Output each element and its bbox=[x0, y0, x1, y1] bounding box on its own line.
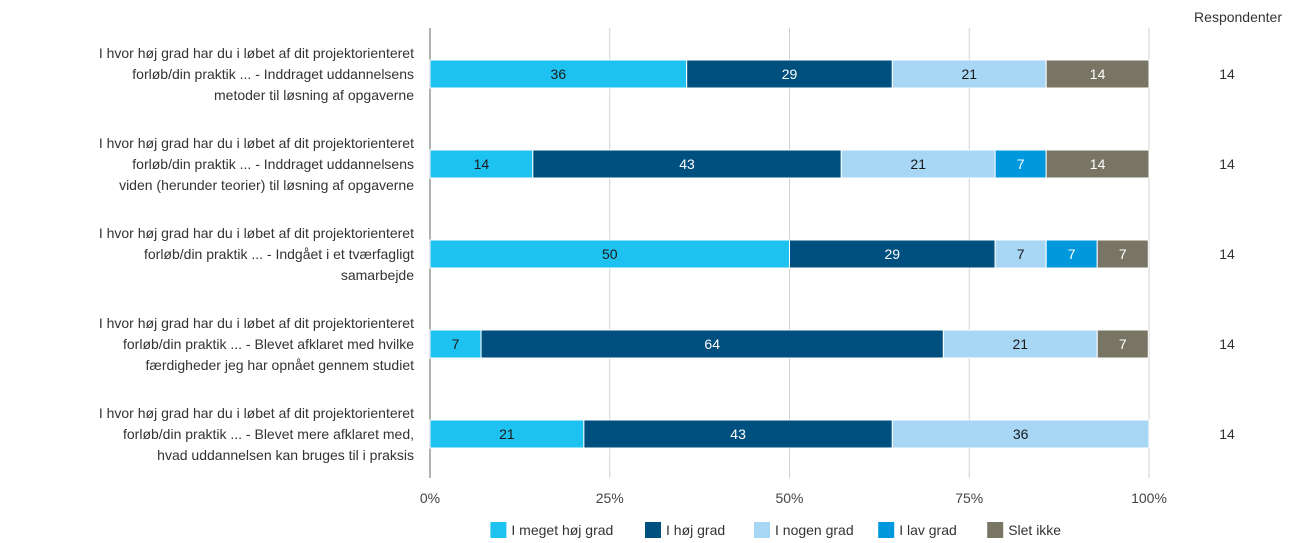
legend-swatch bbox=[490, 522, 507, 538]
respondents-column: Respondenter 14 14 14 14 14 bbox=[1194, 9, 1282, 442]
legend-swatch bbox=[987, 522, 1004, 538]
x-tick-label: 50% bbox=[775, 490, 803, 506]
legend-label: I høj grad bbox=[666, 522, 725, 538]
bar-value-label: 21 bbox=[910, 156, 926, 172]
bar-value-label: 7 bbox=[1119, 246, 1127, 262]
bar-segment bbox=[429, 239, 790, 269]
bar-segment bbox=[840, 149, 996, 179]
legend-label: Slet ikke bbox=[1008, 522, 1061, 538]
bar-value-label: 29 bbox=[885, 246, 901, 262]
bar-value-label: 7 bbox=[452, 336, 460, 352]
legend-item: I lav grad bbox=[878, 522, 957, 538]
bar-segment bbox=[686, 59, 893, 89]
legend-swatch bbox=[645, 522, 661, 538]
bar-value-label: 14 bbox=[474, 156, 490, 172]
respondents-count: 14 bbox=[1219, 426, 1235, 442]
legend-item: Slet ikke bbox=[987, 522, 1061, 538]
bar-value-label: 64 bbox=[704, 336, 720, 352]
respondents-count: 14 bbox=[1219, 156, 1235, 172]
legend-item: I nogen grad bbox=[754, 522, 854, 538]
bar-value-label: 7 bbox=[1017, 156, 1025, 172]
bar-segment bbox=[532, 149, 842, 179]
x-tick-label: 100% bbox=[1131, 490, 1167, 506]
legend-label: I nogen grad bbox=[775, 522, 854, 538]
bar-value-label: 14 bbox=[1090, 66, 1106, 82]
bar-value-label: 14 bbox=[1090, 156, 1106, 172]
bar-segment bbox=[429, 59, 688, 89]
bar-segment bbox=[891, 419, 1150, 449]
category-labels: I hvor høj grad har du i løbet af dit pr… bbox=[99, 45, 414, 463]
category-label: I hvor høj grad har du i løbet af dit pr… bbox=[99, 315, 414, 373]
legend-label: I lav grad bbox=[899, 522, 957, 538]
category-label: I hvor høj grad har du i løbet af dit pr… bbox=[99, 45, 414, 103]
bar-value-label: 43 bbox=[730, 426, 746, 442]
bar-value-label: 7 bbox=[1068, 246, 1076, 262]
legend-label: I meget høj grad bbox=[511, 522, 613, 538]
bar-segment bbox=[789, 239, 996, 269]
bar-value-label: 50 bbox=[602, 246, 618, 262]
category-label: I hvor høj grad har du i løbet af dit pr… bbox=[99, 225, 414, 283]
legend: I meget høj grad I høj grad I nogen grad I … bbox=[490, 522, 1061, 538]
x-tick-label: 25% bbox=[596, 490, 624, 506]
bar-value-label: 29 bbox=[782, 66, 798, 82]
bar-segment bbox=[994, 239, 1047, 269]
x-tick-labels: 0% 25% 50% 75% 100% bbox=[420, 490, 1167, 506]
category-label: I hvor høj grad har du i løbet af dit pr… bbox=[99, 135, 414, 193]
x-tick-label: 0% bbox=[420, 490, 440, 506]
bar-value-label: 21 bbox=[961, 66, 977, 82]
bar-value-label: 21 bbox=[499, 426, 515, 442]
legend-item: I meget høj grad bbox=[490, 522, 613, 538]
bar-value-label: 36 bbox=[1013, 426, 1029, 442]
bar-segment bbox=[1096, 239, 1149, 269]
bar-value-label: 43 bbox=[679, 156, 695, 172]
bar-value-label: 7 bbox=[1017, 246, 1025, 262]
bar-segment bbox=[1045, 149, 1150, 179]
bar-segment bbox=[891, 59, 1047, 89]
bar-segment bbox=[1045, 59, 1150, 89]
category-label: I hvor høj grad har du i løbet af dit pr… bbox=[99, 405, 414, 463]
respondents-count: 14 bbox=[1219, 336, 1235, 352]
bar-segment bbox=[1096, 329, 1149, 359]
bar-value-label: 36 bbox=[551, 66, 567, 82]
bar-value-label: 21 bbox=[1013, 336, 1029, 352]
bar-segment bbox=[429, 329, 482, 359]
bars: 36 29 21 14 14 43 21 7 14 50 29 7 7 7 7 64 21 7 21 43 36 bbox=[429, 59, 1150, 449]
bar-segment bbox=[942, 329, 1098, 359]
x-tick-label: 75% bbox=[955, 490, 983, 506]
legend-swatch bbox=[754, 522, 770, 538]
respondents-count: 14 bbox=[1219, 246, 1235, 262]
bar-segment bbox=[583, 419, 893, 449]
respondents-header: Respondenter bbox=[1194, 9, 1282, 25]
legend-swatch bbox=[878, 522, 895, 538]
respondents-count: 14 bbox=[1219, 66, 1235, 82]
legend-item: I høj grad bbox=[645, 522, 725, 538]
bar-value-label: 7 bbox=[1119, 336, 1127, 352]
